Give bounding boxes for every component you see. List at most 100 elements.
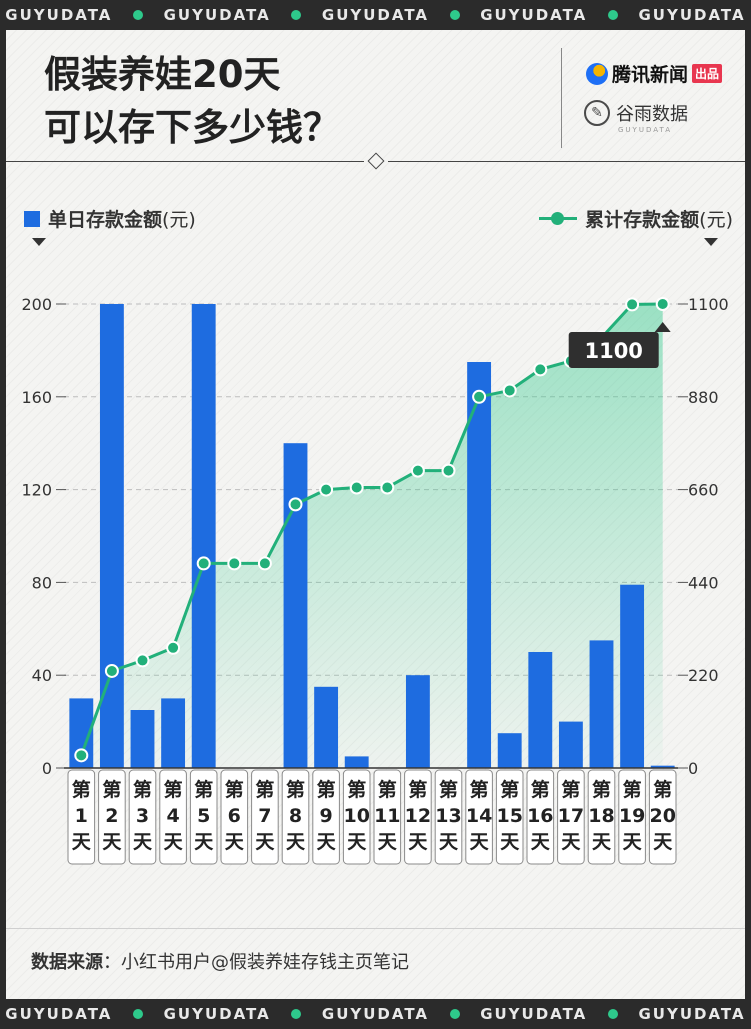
category-label-part: 第 <box>561 778 580 801</box>
category-label-part: 第 <box>592 778 611 801</box>
category-label-part: 第 <box>225 778 244 801</box>
bar-day-19 <box>620 584 645 768</box>
bar-day-2 <box>99 304 124 768</box>
category-label-part: 7 <box>258 805 271 827</box>
category-label-part: 第 <box>317 778 336 801</box>
right-axis-tick-label: 1100 <box>688 295 729 314</box>
cumulative-point-day-3 <box>135 653 150 668</box>
right-axis-arrow-icon <box>704 238 718 246</box>
bar-day-9 <box>314 686 339 768</box>
category-label-part: 第 <box>164 778 183 801</box>
cumulative-point-day-19 <box>625 297 640 312</box>
category-label-part: 15 <box>496 805 522 827</box>
category-label-part: 第 <box>347 778 366 801</box>
category-box-2 <box>98 769 126 865</box>
category-label-part: 16 <box>527 805 553 827</box>
category-box-17 <box>557 769 585 865</box>
banner-dot-icon <box>449 1009 460 1019</box>
right-axis-tick-label: 0 <box>688 759 698 778</box>
source-text: ：小红书用户@假装养娃存钱主页笔记 <box>103 952 409 973</box>
category-label-part: 2 <box>105 805 118 827</box>
category-label-part: 第 <box>133 778 152 801</box>
bar-day-17 <box>558 721 583 768</box>
category-label-part: 天 <box>102 831 122 853</box>
category-label-part: 天 <box>164 831 184 853</box>
publisher-badge: 腾讯新闻 出品 <box>586 60 723 87</box>
category-box-7 <box>251 769 279 865</box>
cumulative-point-day-11 <box>380 480 395 495</box>
category-box-5 <box>189 769 218 865</box>
cumulative-point-day-10 <box>349 480 364 495</box>
category-label-part: 天 <box>255 831 275 853</box>
line-swatch-icon <box>539 212 578 225</box>
right-axis-tick-label: 880 <box>688 388 719 407</box>
category-label-part: 天 <box>225 831 245 853</box>
title-line-1: 假装养娃20天 <box>44 53 281 96</box>
category-label-part: 8 <box>289 805 302 827</box>
bar-day-20 <box>650 765 675 768</box>
category-box-6 <box>220 769 249 865</box>
category-label-part: 天 <box>317 831 337 853</box>
banner-brand-text: GUYUDATA <box>480 1005 588 1023</box>
category-box-8 <box>281 769 310 865</box>
category-label-part: 17 <box>558 805 584 827</box>
bar-day-14 <box>467 362 492 768</box>
studio-name: 谷雨数据 <box>616 104 688 125</box>
cumulative-point-day-20 <box>655 297 670 311</box>
category-label-part: 天 <box>408 831 428 853</box>
bar-day-5 <box>191 304 216 768</box>
category-label-part: 天 <box>194 831 214 853</box>
header-divider-left <box>6 161 364 162</box>
banner-brand-text: GUYUDATA <box>163 1005 271 1023</box>
banner-brand-text: GUYUDATA <box>638 1005 746 1023</box>
bar-day-1 <box>69 698 94 768</box>
top-brand-banner: GUYUDATA GUYUDATA GUYUDATA GUYUDATA GUYUDATA <box>0 0 751 30</box>
studio-subtitle: GUYUDATA <box>618 126 672 134</box>
category-label-part: 天 <box>592 831 612 853</box>
category-label-part: 天 <box>347 831 367 853</box>
category-label-part: 第 <box>408 778 427 801</box>
category-box-20 <box>648 769 677 865</box>
left-axis-tick-label: 200 <box>21 295 52 314</box>
category-box-9 <box>312 769 340 865</box>
cumulative-point-day-1 <box>74 748 89 763</box>
cumulative-point-day-6 <box>227 556 242 571</box>
studio-badge: ✎ 谷雨数据 <box>584 100 688 126</box>
banner-dot-icon <box>607 1009 618 1019</box>
category-label-part: 14 <box>466 805 492 827</box>
legend-bars: 单日存款金额 (元) <box>24 205 196 232</box>
legend-bars-label: 单日存款金额 <box>48 209 163 231</box>
callout-box <box>568 332 659 368</box>
callout-value: 1100 <box>584 339 642 363</box>
banner-dot-icon <box>133 10 143 20</box>
category-box-12 <box>404 769 432 865</box>
category-label-part: 12 <box>405 805 431 827</box>
category-box-11 <box>373 769 402 865</box>
cumulative-point-day-4 <box>166 640 181 655</box>
bar-day-3 <box>130 710 155 768</box>
category-label-part: 天 <box>72 831 92 853</box>
category-label-part: 1 <box>75 805 88 827</box>
data-source: 数据来源：小红书用户@假装养娃存钱主页笔记 <box>31 948 409 974</box>
cumulative-point-day-16 <box>533 362 548 377</box>
category-label-part: 第 <box>194 778 213 801</box>
banner-dot-icon <box>133 1009 143 1019</box>
category-label-part: 天 <box>439 831 459 853</box>
category-label-part: 第 <box>470 778 489 801</box>
banner-dot-icon <box>291 10 302 20</box>
category-label-part: 3 <box>136 805 149 827</box>
category-label-part: 19 <box>619 805 645 827</box>
category-label-part: 天 <box>531 831 551 853</box>
bar-day-12 <box>405 675 430 768</box>
banner-brand-text: GUYUDATA <box>638 6 746 24</box>
category-label-part: 天 <box>470 831 490 853</box>
bar-day-15 <box>497 733 522 768</box>
bar-swatch-icon <box>24 210 40 227</box>
category-box-18 <box>587 769 616 865</box>
left-axis-tick-label: 160 <box>21 388 52 407</box>
header-divider-right <box>388 161 745 162</box>
tencent-news-logo-icon <box>586 62 608 85</box>
source-label: 数据来源 <box>31 952 103 973</box>
cumulative-area <box>81 304 663 768</box>
